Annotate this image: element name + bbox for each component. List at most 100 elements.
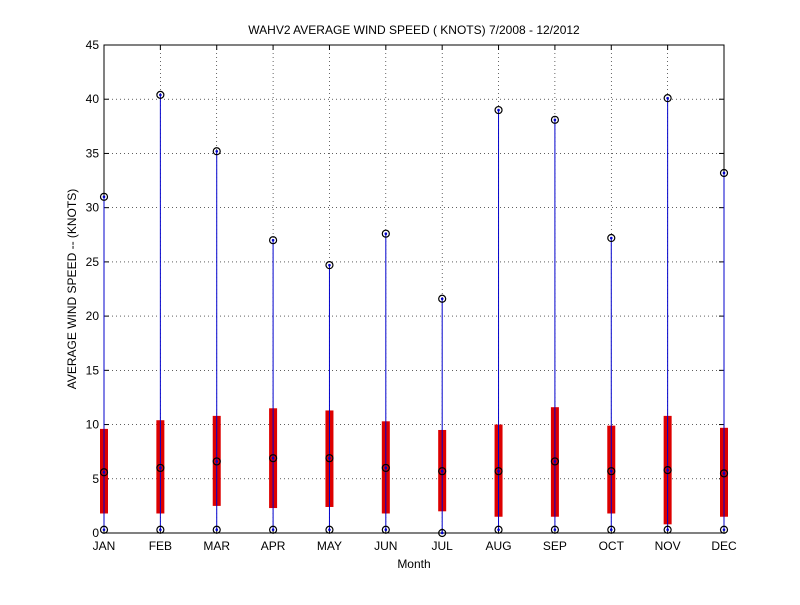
- median-marker: [494, 467, 503, 476]
- max-marker: [438, 294, 447, 303]
- median-marker-dot: [384, 466, 388, 470]
- max-marker-dot: [440, 297, 444, 301]
- x-tick-label: JAN: [93, 539, 116, 553]
- grid-layer: [104, 45, 724, 533]
- median-marker: [607, 467, 616, 476]
- y-tick-label: 35: [86, 146, 100, 160]
- min-marker-dot: [553, 528, 557, 532]
- x-tick-label: MAY: [317, 539, 342, 553]
- box-apr: [268, 236, 278, 534]
- max-marker-dot: [722, 171, 726, 175]
- max-marker: [494, 105, 503, 115]
- median-marker-dot: [497, 469, 500, 473]
- box-sep: [550, 115, 560, 534]
- median-marker-dot: [215, 460, 219, 463]
- x-axis-label: Month: [397, 557, 430, 571]
- max-marker-dot: [159, 93, 162, 97]
- x-tick-label: JUL: [432, 539, 454, 553]
- max-marker: [381, 229, 390, 238]
- median-marker-dot: [271, 456, 275, 460]
- median-marker-dot: [666, 468, 669, 472]
- x-tick-label: MAR: [203, 539, 230, 553]
- min-marker-dot: [440, 531, 444, 535]
- marks-layer: [99, 90, 729, 538]
- median-marker: [325, 454, 334, 463]
- min-marker: [325, 525, 334, 534]
- max-marker-dot: [215, 149, 219, 153]
- box-oct: [607, 233, 616, 534]
- min-marker-dot: [328, 528, 331, 532]
- y-tick-label: 25: [86, 255, 100, 269]
- y-tick-label: 0: [92, 526, 99, 540]
- min-marker: [663, 525, 672, 534]
- max-marker: [663, 94, 672, 103]
- y-tick-label: 20: [86, 309, 100, 323]
- plot-frame: [103, 44, 725, 534]
- median-marker: [438, 467, 447, 476]
- max-marker: [156, 90, 165, 99]
- median-marker: [268, 454, 278, 463]
- min-marker: [212, 525, 221, 534]
- median-marker-dot: [159, 466, 162, 470]
- median-marker-dot: [553, 460, 557, 463]
- y-tick-label: 15: [86, 363, 100, 377]
- max-marker: [99, 192, 109, 201]
- median-marker-dot: [609, 469, 613, 473]
- max-marker: [550, 115, 560, 124]
- x-tick-label: APR: [261, 539, 286, 553]
- median-marker-dot: [102, 470, 106, 474]
- box-aug: [494, 105, 503, 534]
- x-tick-label: FEB: [149, 539, 172, 553]
- box-dec: [719, 168, 729, 534]
- median-marker: [99, 468, 109, 477]
- x-tick-label: JUN: [374, 539, 397, 553]
- median-marker: [212, 457, 221, 466]
- box-mar: [212, 147, 221, 534]
- max-marker: [212, 147, 221, 156]
- y-tick-label: 45: [86, 38, 100, 52]
- min-marker-dot: [609, 528, 613, 532]
- max-marker-dot: [102, 195, 106, 199]
- x-tick-label: OCT: [599, 539, 625, 553]
- min-marker: [550, 525, 560, 534]
- min-marker: [268, 525, 278, 534]
- median-marker: [156, 463, 165, 473]
- median-marker-dot: [722, 472, 726, 475]
- x-tick-label: NOV: [655, 539, 681, 553]
- y-tick-label: 30: [86, 201, 100, 215]
- max-marker: [719, 168, 729, 178]
- y-axis-label: AVERAGE WIND SPEED -- (KNOTS): [65, 189, 79, 389]
- max-marker-dot: [271, 238, 275, 242]
- chart-title: WAHV2 AVERAGE WIND SPEED ( KNOTS) 7/2008…: [248, 23, 580, 37]
- min-marker-dot: [159, 528, 162, 532]
- min-marker: [438, 528, 447, 538]
- y-tick-label: 10: [86, 418, 100, 432]
- x-tick-label: SEP: [543, 539, 567, 553]
- min-marker: [156, 525, 165, 534]
- y-tick-label: 40: [86, 92, 100, 106]
- x-tick-label: DEC: [711, 539, 737, 553]
- box-jun: [381, 229, 390, 534]
- min-marker-dot: [384, 528, 388, 532]
- min-marker-dot: [666, 528, 669, 532]
- max-marker: [607, 233, 616, 243]
- box-jul: [438, 294, 447, 538]
- max-marker: [268, 236, 278, 245]
- min-marker-dot: [102, 528, 106, 532]
- max-marker-dot: [328, 263, 331, 267]
- min-marker: [381, 525, 390, 534]
- y-tick-label: 5: [92, 472, 99, 486]
- min-marker-dot: [722, 528, 726, 532]
- median-marker: [550, 457, 560, 466]
- max-marker-dot: [497, 108, 500, 112]
- max-marker: [325, 261, 334, 270]
- box-jan: [99, 192, 109, 534]
- max-marker-dot: [384, 232, 388, 235]
- min-marker: [719, 525, 729, 534]
- median-marker-dot: [440, 469, 444, 473]
- max-marker-dot: [553, 118, 557, 122]
- box-may: [325, 261, 334, 534]
- min-marker-dot: [271, 528, 275, 532]
